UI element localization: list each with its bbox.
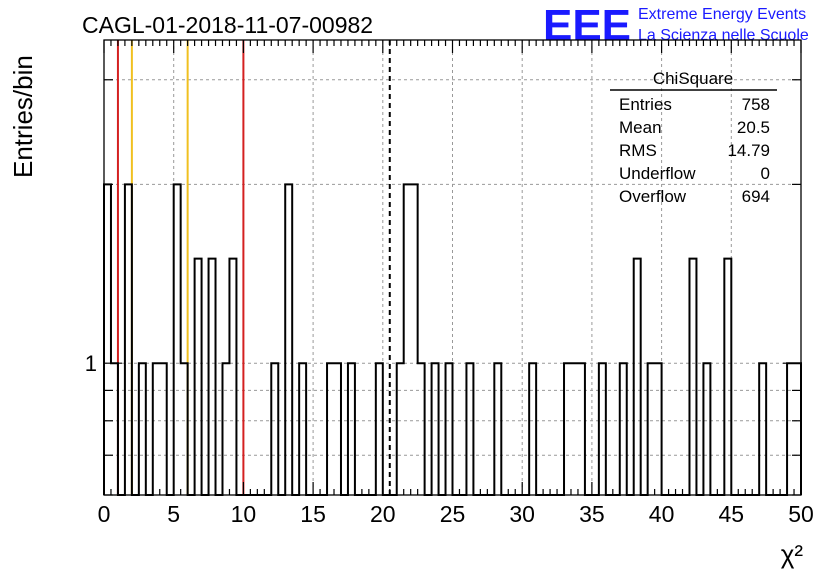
histogram-bar — [787, 363, 794, 495]
logo-line-2: La Scienza nelle Scuole — [638, 27, 809, 44]
histogram-bar — [181, 363, 188, 495]
histogram-bar — [271, 363, 278, 495]
x-tick-label: 0 — [98, 501, 111, 527]
histogram-bar — [689, 259, 696, 495]
histogram-bar — [285, 184, 292, 495]
histogram-bar — [620, 363, 627, 495]
histogram-bar — [634, 259, 641, 495]
histogram-bar — [655, 363, 662, 495]
histogram-bar — [160, 363, 167, 495]
x-tick-label: 10 — [231, 501, 257, 527]
histogram-bar — [299, 363, 306, 495]
histogram-bar — [564, 363, 571, 495]
histogram-bar — [397, 363, 404, 495]
chart-title: CAGL-01-2018-11-07-00982 — [82, 12, 373, 38]
histogram-bar — [111, 363, 118, 495]
x-tick-label: 20 — [370, 501, 396, 527]
x-tick-label: 15 — [300, 501, 326, 527]
histogram-bar — [153, 363, 160, 495]
histogram-bar — [418, 363, 425, 495]
stats-row-value: 20.5 — [737, 118, 770, 137]
stats-row-value: 0 — [761, 164, 770, 183]
histogram-bar — [411, 184, 418, 495]
x-tick-label: 5 — [167, 501, 180, 527]
histogram-bar — [125, 184, 132, 495]
histogram-bar — [599, 363, 606, 495]
x-tick-label: 35 — [579, 501, 605, 527]
histogram-bar — [529, 363, 536, 495]
histogram-bar — [348, 363, 355, 495]
histogram-bar — [432, 363, 439, 495]
stats-row-label: Overflow — [619, 187, 687, 206]
histogram-bar — [578, 363, 585, 495]
histogram-bar — [648, 363, 655, 495]
histogram-bar — [794, 363, 801, 495]
stats-row-value: 14.79 — [727, 141, 770, 160]
histogram-bar — [222, 363, 229, 495]
histogram-bar — [229, 259, 236, 495]
histogram-bar — [724, 259, 731, 495]
histogram-bar — [139, 363, 146, 495]
stats-row-label: Underflow — [619, 164, 696, 183]
eee-logo-mark: EEE — [543, 1, 631, 50]
x-tick-label: 50 — [788, 501, 814, 527]
x-tick-label: 30 — [509, 501, 535, 527]
histogram-bar — [209, 259, 216, 495]
x-tick-label: 25 — [440, 501, 466, 527]
stats-row-value: 694 — [742, 187, 770, 206]
histogram-bar — [174, 184, 181, 495]
histogram-bar — [195, 259, 202, 495]
axes: 0 5 10 15 20 25 30 35 40 45 50 1 — [85, 40, 814, 527]
x-axis-label: χ² — [781, 539, 804, 569]
stats-rows: Entries 758 Mean 20.5 RMS 14.79 Underflow 0 Over… — [619, 95, 770, 206]
stats-title: ChiSquare — [653, 69, 733, 88]
histogram-bar — [376, 363, 383, 495]
histogram-bar — [446, 363, 453, 495]
stats-row-value: 758 — [742, 95, 770, 114]
stats-box: ChiSquare Entries 758 Mean 20.5 RMS 14.79 Unde… — [610, 69, 777, 206]
x-tick-label: 45 — [719, 501, 745, 527]
stats-row-label: Entries — [619, 95, 672, 114]
y-tick-label: 1 — [85, 351, 97, 376]
histogram-bar — [759, 363, 766, 495]
histogram-bar — [703, 363, 710, 495]
histogram-bar — [466, 363, 473, 495]
x-tick-label: 40 — [649, 501, 675, 527]
stats-row-label: RMS — [619, 141, 657, 160]
histogram-bar — [334, 363, 341, 495]
stats-row-label: Mean — [619, 118, 662, 137]
logo-line-1: Extreme Energy Events — [638, 6, 806, 23]
histogram-bar — [104, 184, 111, 495]
histogram-bar — [571, 363, 578, 495]
y-axis-label: Entries/bin — [8, 55, 38, 178]
histogram-bar — [404, 184, 411, 495]
histogram-bar — [494, 363, 501, 495]
histogram-bar — [327, 363, 334, 495]
